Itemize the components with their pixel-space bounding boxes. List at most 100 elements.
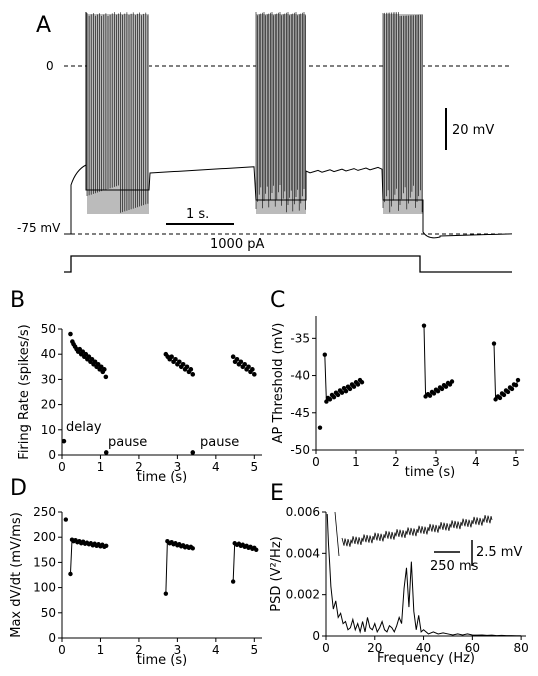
data-point (230, 579, 236, 584)
x-axis-label: time (s) (405, 465, 455, 480)
data-point (322, 352, 327, 357)
x-tick-label: 5 (512, 455, 520, 469)
x-axis-label: Frequency (Hz) (377, 651, 475, 666)
data-point (83, 351, 89, 357)
data-point (431, 391, 437, 396)
x-axis-label: time (s) (137, 653, 187, 668)
y-axis-label: Max dV/dt (mV/ms) (9, 512, 24, 638)
spike-trace (86, 12, 423, 213)
x-tick-label: 2 (392, 455, 400, 469)
x-tick-label: 0 (58, 643, 66, 657)
data-point (184, 364, 190, 370)
data-point (347, 386, 353, 392)
x-tick-label: 4 (212, 460, 220, 474)
panel-letter: B (10, 288, 25, 313)
data-point (335, 392, 341, 398)
data-point (331, 394, 337, 400)
data-point (449, 379, 455, 384)
data-point (238, 359, 244, 365)
data-point (254, 547, 259, 552)
annotation-delay: delay (66, 420, 102, 435)
panel-letter: D (10, 476, 27, 501)
psd-line (326, 514, 522, 637)
x-tick-label: 4 (212, 643, 220, 657)
data-point (327, 397, 333, 402)
y-tick-label: 50 (41, 606, 56, 620)
x-tick-label: 60 (465, 641, 480, 655)
time-scale-label: 1 s. (186, 207, 209, 222)
data-point (339, 390, 345, 395)
y-tick-label: 0.004 (286, 546, 320, 560)
x-tick-label: 20 (367, 641, 382, 655)
voltage-scale-label: 20 mV (452, 123, 494, 138)
annotation-pause: pause (200, 435, 239, 450)
y-tick-label: 0.002 (286, 588, 320, 602)
x-tick-label: 3 (174, 643, 182, 657)
y-tick-label: 0 (48, 448, 56, 462)
data-point (355, 382, 361, 387)
panel-c-ap-threshold: 0 1 2 3 4 5 -50 -45 -40 -35 time (s) AP Threshold (… (270, 288, 524, 480)
data-point (513, 383, 519, 388)
x-tick-label: 3 (432, 455, 440, 469)
data-point (190, 450, 196, 455)
data-point (443, 384, 449, 389)
x-tick-label: 1 (97, 460, 105, 474)
y-tick-label: -50 (290, 443, 310, 457)
x-tick-label: 3 (174, 460, 182, 474)
data-point (343, 388, 349, 394)
annotation-pause: pause (108, 435, 147, 450)
data-point (80, 349, 86, 354)
x-tick-label: 1 (352, 455, 360, 469)
panel-e-psd: 0 20 40 60 80 0 0.002 0.004 0.006 Frequency (Hz) P… (269, 481, 529, 666)
y-tick-label: 100 (33, 581, 56, 595)
y-tick-label: 10 (41, 423, 56, 437)
data-point (491, 341, 497, 346)
data-point (509, 386, 515, 392)
spike-burst-2 (256, 14, 306, 214)
y-tick-label: 0 (312, 629, 320, 643)
data-point (63, 517, 69, 522)
x-tick-label: 2 (135, 460, 143, 474)
y-axis-label: Firing Rate (spikes/s) (17, 324, 32, 459)
x-tick-label: 0 (312, 455, 320, 469)
x-tick-label: 2 (135, 643, 143, 657)
data-point (497, 395, 503, 401)
y-axis-label: AP Threshold (mV) (271, 323, 286, 444)
membrane-potential-trace (64, 12, 513, 239)
y-tick-label: -35 (290, 331, 310, 345)
y-tick-label: 150 (33, 555, 56, 569)
data-point (435, 388, 441, 394)
y-tick-label: 200 (33, 530, 56, 544)
data-point (89, 356, 95, 362)
data-point (234, 356, 240, 362)
panel-a-letter: A (36, 13, 51, 38)
data-point (68, 331, 73, 337)
inset-voltage-scale-label: 2.5 mV (476, 545, 522, 560)
data-point (103, 374, 109, 380)
data-point (103, 450, 109, 455)
inset-voltage-trace (334, 511, 493, 557)
y-tick-label: 50 (41, 322, 56, 336)
data-point (104, 543, 109, 548)
data-point (439, 386, 445, 392)
current-step-trace (64, 255, 512, 273)
data-point (188, 367, 194, 372)
y-tick-label: 250 (33, 505, 56, 519)
x-tick-label: 40 (416, 641, 431, 655)
data-point (61, 438, 67, 444)
data-point (351, 384, 357, 389)
data-point (169, 354, 174, 360)
x-tick-label: 1 (97, 643, 105, 657)
y-tick-label: 40 (41, 347, 56, 361)
panel-a: A 0 -75 mV 20 mV 1 s. 1000 pA (17, 12, 513, 273)
data-point (92, 359, 98, 365)
x-tick-label: 0 (322, 641, 330, 655)
x-tick-label: 5 (250, 460, 258, 474)
data-point (177, 359, 182, 365)
y-tick-label: 0 (48, 631, 56, 645)
data-point (230, 354, 236, 360)
data-point (242, 361, 247, 367)
data-point (86, 354, 92, 360)
x-tick-label: 4 (472, 455, 480, 469)
data-point (68, 571, 73, 577)
